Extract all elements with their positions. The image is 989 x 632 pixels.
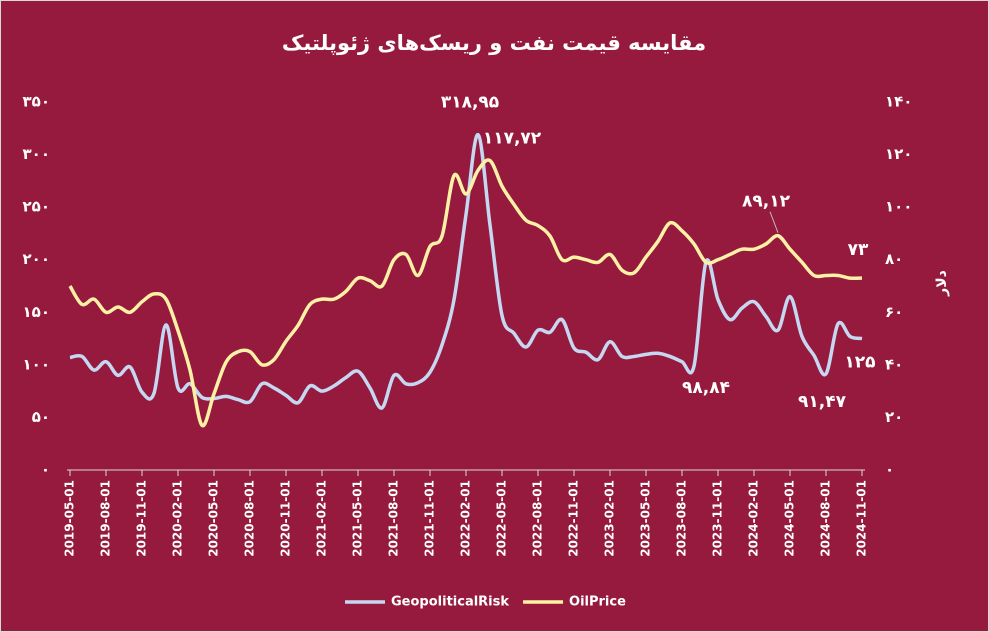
y2-axis-label: دلار [934,270,950,297]
y2-tick-label: ۸۰ [885,250,903,268]
y2-tick-label: ۰ [885,461,894,479]
y-tick-label: ۱۰۰ [23,355,50,373]
x-tick-label: 2021-11-01 [423,480,437,557]
x-tick-label: 2023-08-01 [675,480,689,557]
x-tick-label: 2024-08-01 [819,480,833,557]
x-tick-label: 2022-05-01 [495,480,509,557]
x-tick-label: 2020-08-01 [243,480,257,557]
x-tick-label: 2024-02-01 [747,480,761,557]
x-tick-label: 2023-02-01 [603,480,617,557]
y2-tick-label: ۶۰ [885,303,903,321]
x-tick-label: 2020-11-01 [279,480,293,557]
data-label: ۹۸,۸۴ [682,378,730,398]
x-tick-label: 2019-11-01 [135,480,149,557]
x-tick-label: 2021-08-01 [387,480,401,557]
y2-tick-label: ۴۰ [885,355,903,373]
y-tick-label: ۱۵۰ [23,303,50,321]
y-tick-label: ۳۵۰ [23,93,50,111]
x-tick-label: 2021-02-01 [315,480,329,557]
y-tick-label: ۲۵۰ [23,198,50,216]
chart-title: مقایسه قیمت نفت و ریسک‌های ژئوپلتیک [282,31,706,55]
x-tick-label: 2020-05-01 [207,480,221,557]
x-tick-label: 2022-08-01 [531,480,545,557]
y2-tick-label: ۱۰۰ [885,198,912,216]
line-series [68,158,863,428]
y2-tick-label: ۱۴۰ [885,93,912,111]
legend-label: OilPrice [569,595,626,610]
y-tick-label: ۲۰۰ [23,250,50,268]
x-tick-label: 2019-08-01 [99,480,113,557]
x-tick-label: 2022-02-01 [459,480,473,557]
leader-line [769,211,779,233]
y2-tick-label: ۱۲۰ [885,145,912,163]
data-label: ۹۱,۴۷ [798,392,847,412]
data-label: ۱۱۷,۷۲ [483,129,542,149]
x-tick-label: 2023-05-01 [639,480,653,557]
y-tick-label: ۳۰۰ [23,145,50,163]
x-tick-label: 2023-11-01 [711,480,725,557]
y-tick-label: ۰ [41,461,50,479]
x-tick-label: 2022-11-01 [567,480,581,557]
x-tick-label: 2024-05-01 [783,480,797,557]
y-tick-label: ۵۰ [32,408,50,426]
x-tick-label: 2024-11-01 [855,480,869,557]
legend-label: GeopoliticalRisk [391,595,509,610]
data-label: ۳۱۸,۹۵ [441,93,499,113]
data-label: ۸۹,۱۲ [742,192,791,212]
line-series [69,132,863,410]
y2-tick-label: ۲۰ [885,408,903,426]
x-tick-label: 2021-05-01 [351,480,365,557]
x-tick-label: 2019-05-01 [63,480,77,557]
data-label: ۱۲۵ [844,353,875,373]
x-tick-label: 2020-02-01 [171,480,185,557]
data-label: ۷۳ [848,240,869,260]
